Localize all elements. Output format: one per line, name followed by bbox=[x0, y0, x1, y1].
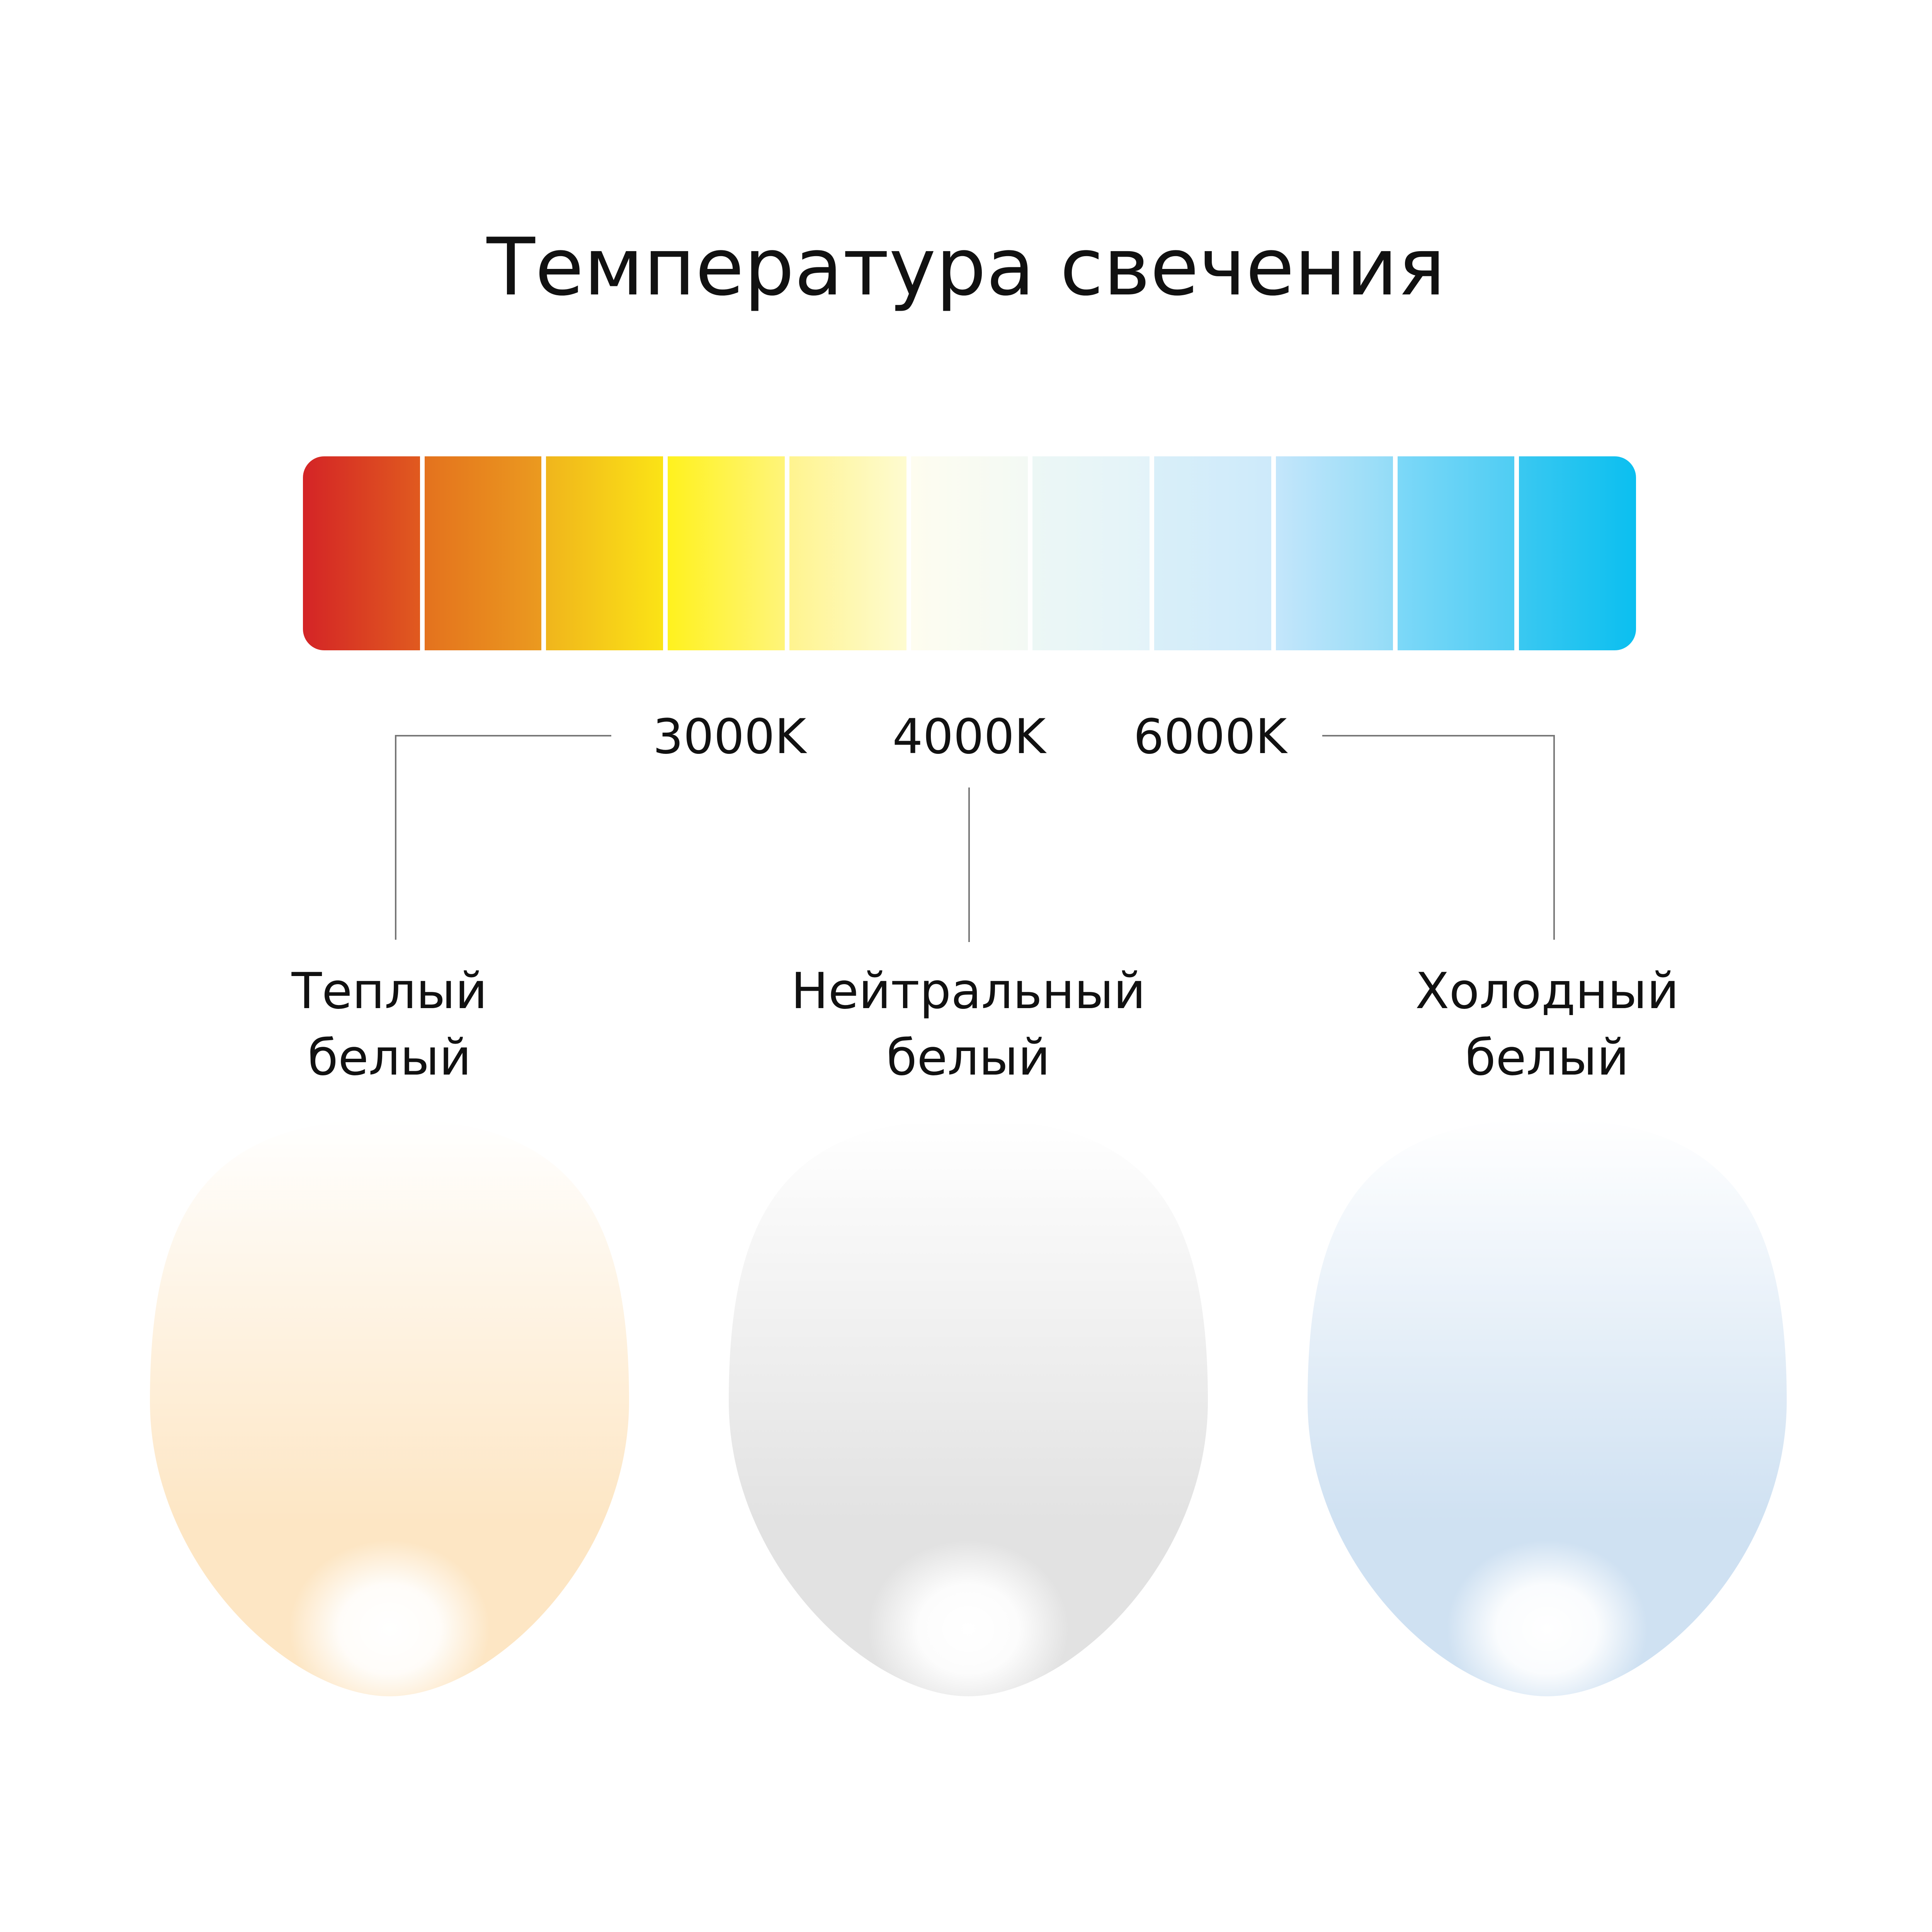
scale-segment bbox=[911, 456, 1028, 650]
scale-segment bbox=[1032, 456, 1150, 650]
glow-shape-warm bbox=[150, 1119, 629, 1696]
caption-cold-line1: Холодный bbox=[1415, 963, 1679, 1020]
glow-core-cold bbox=[1447, 1540, 1648, 1718]
caption-cold: Холодный белый bbox=[1415, 958, 1679, 1091]
page-title: Температура свечения bbox=[486, 221, 1446, 313]
glow-warm bbox=[150, 1119, 629, 1718]
glow-cold bbox=[1308, 1119, 1787, 1718]
connector-neutral-v bbox=[968, 787, 970, 942]
glow-shape-cold bbox=[1308, 1119, 1787, 1696]
connector-warm-v bbox=[395, 735, 396, 940]
color-temperature-scale bbox=[303, 456, 1636, 650]
scale-segment bbox=[1397, 456, 1515, 650]
connector-cold-v bbox=[1553, 735, 1555, 940]
caption-cold-line2: белый bbox=[1465, 1029, 1629, 1087]
glow-neutral bbox=[729, 1119, 1208, 1718]
caption-warm: Теплый белый bbox=[292, 958, 488, 1091]
label-4000k: 4000K bbox=[892, 709, 1046, 765]
label-3000k: 3000K bbox=[653, 709, 806, 765]
scale-segment bbox=[546, 456, 663, 650]
glow-shape-neutral bbox=[729, 1119, 1208, 1696]
connector-warm-h bbox=[395, 735, 611, 736]
caption-warm-line2: белый bbox=[308, 1029, 471, 1087]
caption-neutral: Нейтральный белый bbox=[791, 958, 1146, 1091]
scale-segment bbox=[1154, 456, 1271, 650]
scale-segment bbox=[789, 456, 906, 650]
scale-segment bbox=[668, 456, 785, 650]
scale-segment bbox=[424, 456, 542, 650]
scale-segment bbox=[303, 456, 420, 650]
scale-segment bbox=[1519, 456, 1636, 650]
caption-neutral-line2: белый bbox=[886, 1029, 1050, 1087]
glow-core-warm bbox=[289, 1540, 490, 1718]
glow-core-neutral bbox=[868, 1540, 1069, 1718]
connector-cold-h bbox=[1322, 735, 1555, 736]
caption-warm-line1: Теплый bbox=[291, 963, 488, 1020]
scale-segment bbox=[1276, 456, 1393, 650]
caption-neutral-line1: Нейтральный bbox=[791, 963, 1146, 1020]
label-6000k: 6000K bbox=[1133, 709, 1287, 765]
